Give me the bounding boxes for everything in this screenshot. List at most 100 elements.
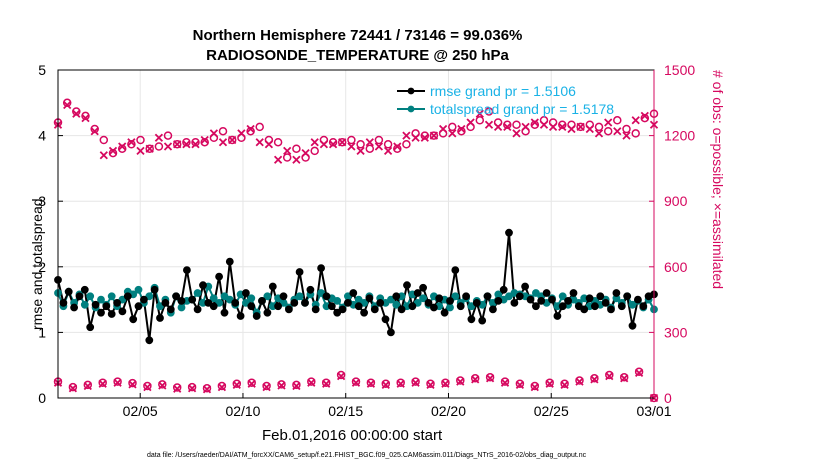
assimilated-obs-point (72, 109, 81, 118)
spread-point (193, 289, 202, 297)
assimilated-obs-point (99, 151, 108, 160)
low-assimilated-obs-point (500, 378, 510, 387)
low-assimilated-obs-point (560, 380, 569, 390)
rmse-point (156, 314, 164, 322)
y-axis-label-left: rmse and totalspread (29, 198, 45, 330)
assimilated-obs-point (319, 140, 329, 149)
x-tick-label: 02/05 (123, 403, 158, 419)
rmse-point (601, 299, 610, 307)
low-assimilated-obs-point (232, 380, 241, 390)
possible-obs-point (191, 137, 200, 147)
possible-obs-point (328, 137, 338, 147)
rmse-point (295, 268, 304, 276)
rmse-point (209, 302, 218, 311)
rmse-point (639, 302, 648, 311)
rmse-point (220, 308, 229, 317)
spread-point (177, 303, 186, 312)
low-possible-obs-point (545, 378, 554, 387)
rmse-point (607, 305, 615, 314)
spread-point (107, 292, 116, 301)
possible-obs-point (273, 137, 283, 147)
low-assimilated-obs-point (277, 381, 286, 390)
low-assimilated-obs-point (68, 384, 78, 393)
assimilated-obs-point (466, 118, 475, 127)
possible-obs-point (163, 131, 173, 140)
possible-obs-point (154, 142, 164, 151)
low-assimilated-obs-point (515, 380, 525, 390)
assimilated-obs-point (118, 142, 127, 151)
x-tick-label: 02/20 (431, 403, 466, 419)
low-possible-obs-point (321, 378, 331, 387)
low-assimilated-obs-point (590, 375, 599, 384)
rmse-point (510, 299, 519, 307)
rmse-point (134, 302, 143, 311)
assimilated-obs-point (448, 129, 457, 138)
legend-swatch-marker (407, 87, 415, 95)
assimilated-obs-point (640, 111, 649, 121)
assimilated-obs-point (613, 127, 622, 136)
low-possible-obs-point (113, 377, 122, 386)
low-possible-obs-point (515, 379, 525, 389)
low-possible-obs-point (336, 370, 346, 380)
rmse-point (91, 300, 100, 309)
rmse-point (628, 321, 637, 330)
rmse-point (634, 295, 642, 304)
possible-obs-point (337, 137, 347, 147)
rmse-point (188, 295, 197, 304)
rmse-point (317, 264, 326, 273)
rmse-point (456, 302, 465, 311)
assimilated-obs-point (191, 140, 200, 149)
rmse-point (569, 289, 578, 297)
low-assimilated-obs-point (471, 375, 480, 384)
assimilated-obs-point (209, 129, 219, 138)
possible-obs-point (512, 120, 521, 129)
possible-obs-point (420, 131, 430, 140)
low-assimilated-obs-point (634, 368, 644, 378)
rmse-point (215, 272, 224, 281)
low-assimilated-obs-point (83, 381, 92, 391)
low-assimilated-obs-point (98, 379, 107, 388)
spread-point (80, 300, 89, 309)
rmse-point (515, 292, 524, 301)
legend-swatch-marker (407, 105, 415, 113)
low-possible-obs-point (128, 378, 137, 388)
assimilated-obs-point (63, 100, 72, 110)
assimilated-obs-point (530, 118, 539, 127)
assimilated-obs-point (173, 140, 182, 149)
low-assimilated-obs-point (441, 379, 450, 388)
assimilated-obs-point (283, 146, 292, 156)
assimilated-obs-point (264, 140, 274, 149)
possible-obs-point (475, 116, 485, 125)
spread-point (134, 285, 143, 294)
low-assimilated-obs-point (411, 378, 420, 387)
rmse-point (118, 307, 127, 316)
rmse-point (349, 289, 358, 297)
assimilated-obs-point (393, 142, 402, 151)
low-possible-obs-point (307, 377, 316, 386)
low-assimilated-obs-point (351, 378, 361, 387)
possible-obs-point (310, 146, 319, 156)
rmse-point (489, 305, 497, 314)
legend: rmse grand pr = 1.5106 totalspread grand … (397, 83, 614, 117)
low-assimilated-obs-point (262, 382, 271, 392)
rmse-point (279, 292, 288, 301)
low-possible-obs-point (292, 380, 301, 390)
assimilated-obs-point (246, 124, 255, 134)
assimilated-obs-point (182, 140, 191, 149)
low-assimilated-obs-point (456, 377, 465, 386)
assimilated-obs-point (558, 122, 567, 132)
possible-obs-point (246, 126, 255, 136)
rmse-point (478, 316, 487, 325)
assimilated-obs-point (420, 133, 429, 142)
rmse-point (623, 292, 632, 301)
assimilated-obs-point (631, 116, 640, 125)
low-possible-obs-point (411, 377, 420, 386)
low-assimilated-obs-point (381, 380, 390, 390)
low-possible-obs-point (351, 377, 361, 386)
low-possible-obs-point (247, 378, 256, 387)
low-possible-obs-point (143, 381, 152, 391)
assimilated-obs-point (402, 131, 411, 140)
assimilated-obs-point (594, 129, 604, 138)
rmse-point (231, 299, 240, 307)
